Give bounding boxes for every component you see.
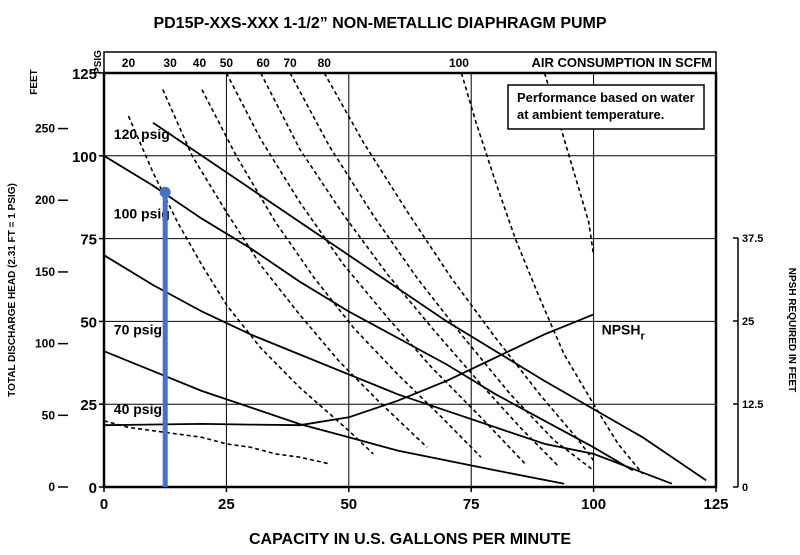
feet-tick-label: 250 [35, 122, 55, 136]
right-tick-label: 37.5 [742, 233, 763, 245]
top-tick-label: 40 [193, 56, 207, 70]
feet-tick-label: 100 [35, 337, 55, 351]
air-consumption-curve [162, 89, 428, 448]
left-axis-title: TOTAL DISCHARGE HEAD (2.31 FT = 1 PSIG) [7, 183, 18, 397]
psig-tick-label: 50 [80, 314, 97, 331]
dashed-curves [103, 72, 644, 475]
air-consumption-curve [225, 72, 526, 465]
top-tick-label: 80 [318, 56, 332, 70]
psig-unit-label: PSIG [93, 50, 104, 74]
top-tick-label: 100 [449, 56, 469, 70]
top-axis-ticks: 20 30 40 50 60 70 80 100 [122, 56, 469, 70]
top-tick-label: 20 [122, 56, 136, 70]
top-tick-label: 60 [256, 56, 270, 70]
solid-curves [103, 121, 707, 485]
psig-tick-label: 125 [72, 66, 97, 83]
right-axis-title: NPSH REQUIRED IN FEET [786, 268, 797, 392]
note-line-1: Performance based on water [517, 90, 695, 105]
top-tick-label: 50 [220, 56, 234, 70]
right-tick-label: 25 [742, 316, 754, 328]
top-axis-frame [103, 51, 717, 74]
note-line-2: at ambient temperature. [517, 107, 664, 122]
feet-tick-label: 150 [35, 265, 55, 279]
right-tick-label: 12.5 [742, 399, 763, 411]
right-tick-label: 0 [742, 482, 748, 494]
marker-layer [159, 186, 171, 487]
psig-tick-label: 0 [89, 480, 97, 497]
x-axis-title: CAPACITY IN U.S. GALLONS PER MINUTE [249, 531, 571, 548]
feet-tick-label: 50 [42, 408, 56, 422]
feet-tick-label: 0 [48, 480, 55, 494]
curve-npshr [103, 313, 594, 427]
marker-point [159, 186, 171, 198]
x-tick-label: 25 [218, 496, 235, 513]
right-axis-ticks: 0 12.5 25 37.5 [733, 233, 763, 494]
air-consumption-curve [460, 72, 644, 475]
psig-tick-label: 75 [80, 232, 97, 249]
x-tick-label: 75 [463, 496, 480, 513]
x-axis-ticks: 0 25 50 75 100 125 [100, 487, 729, 513]
npshr-label: NPSHr [602, 321, 646, 342]
air-consumption-curve [103, 420, 330, 465]
curve-label: 70 psig [114, 322, 162, 338]
curve-label: 40 psig [114, 401, 162, 417]
psig-axis-ticks: 0 25 50 75 100 125 [72, 66, 104, 497]
psig-tick-label: 25 [80, 397, 97, 414]
x-tick-label: 50 [340, 496, 357, 513]
top-axis-title: AIR CONSUMPTION IN SCFM [531, 55, 712, 70]
feet-unit-label: FEET [29, 69, 40, 95]
air-consumption-curve [201, 89, 482, 458]
plot-frame [102, 71, 718, 489]
feet-axis-ticks: 0 50 100 150 200 250 [35, 122, 68, 494]
note-box [507, 84, 705, 130]
air-consumption-curve [259, 72, 560, 468]
grid [104, 73, 716, 487]
chart-title: PD15P-XXS-XXX 1-1/2” NON-METALLIC DIAPHR… [153, 15, 606, 32]
curve-label: 120 psig [114, 126, 170, 142]
psig-tick-label: 100 [72, 149, 97, 166]
air-consumption-curve [323, 72, 595, 461]
curve-120-psig [152, 121, 707, 482]
x-tick-label: 125 [703, 496, 728, 513]
curve-70-psig [103, 254, 673, 485]
feet-tick-label: 200 [35, 193, 55, 207]
top-tick-label: 70 [283, 56, 297, 70]
curve-labels: 120 psig 100 psig 70 psig 40 psig NPSHr [114, 126, 646, 417]
curve-100-psig [103, 155, 634, 472]
curve-label: 100 psig [114, 206, 170, 222]
top-tick-label: 30 [163, 56, 177, 70]
air-consumption-curve [289, 72, 595, 472]
curve-40-psig [103, 350, 565, 485]
x-tick-label: 0 [100, 496, 108, 513]
x-tick-label: 100 [581, 496, 606, 513]
